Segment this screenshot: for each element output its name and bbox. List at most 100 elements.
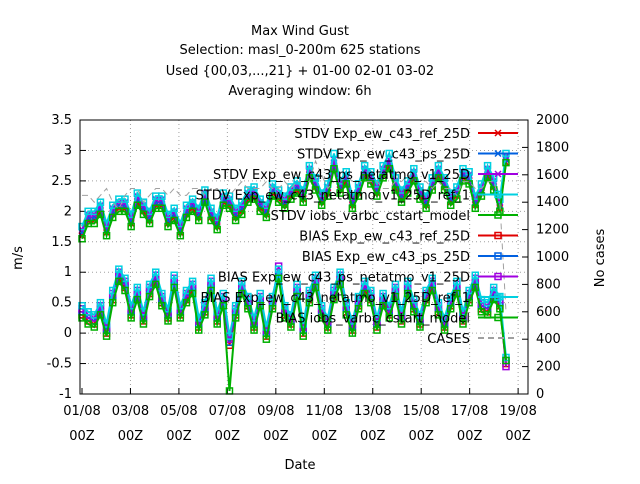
- series-point: [330, 149, 338, 158]
- series-point: [188, 277, 197, 286]
- plot-area: 3.532.521.510.50-0.5-1200018001600140012…: [47, 113, 569, 444]
- legend-label: BIAS Exp_ew_c43_ps_netatmo_v1_25D: [218, 271, 470, 286]
- series-point: [176, 314, 185, 322]
- series-point: [188, 195, 197, 203]
- series-point: [403, 189, 412, 197]
- series-point: [158, 204, 166, 213]
- series-point: [385, 149, 393, 158]
- chart-subtitle-2: Used {00,03,...,21} + 01-00 02-01 03-02: [166, 64, 434, 79]
- series-point: [391, 280, 400, 289]
- legend-marker: [494, 149, 502, 158]
- chart-subtitle-3: Averaging window: 6h: [228, 84, 371, 99]
- series-point: [256, 301, 264, 310]
- series-point: [164, 210, 172, 219]
- series-point: [164, 222, 172, 231]
- series-point: [250, 183, 258, 191]
- y-axis-label: m/s: [11, 246, 26, 270]
- series-point: [145, 292, 154, 301]
- x-tick-label-hour: 00Z: [69, 429, 95, 444]
- series-point: [170, 283, 178, 292]
- series-point: [145, 219, 154, 228]
- y2-tick-label: 1800: [536, 140, 569, 155]
- series-point: [336, 280, 344, 289]
- series-point: [465, 298, 473, 307]
- x-tick-label-date: 19/08: [499, 404, 536, 419]
- legend-marker: [494, 252, 502, 260]
- series-point: [207, 286, 215, 295]
- y-tick-label: 3.5: [51, 113, 72, 128]
- plot-frame: [79, 119, 529, 395]
- legend-marker: [494, 170, 502, 178]
- x-tick-label-hour: 00Z: [457, 429, 483, 444]
- legend-marker: [494, 231, 502, 240]
- series-point: [342, 180, 350, 188]
- series-point: [446, 201, 455, 209]
- series-point: [158, 301, 166, 310]
- series-point: [201, 198, 209, 206]
- series-point: [274, 186, 283, 194]
- series-point: [201, 186, 209, 194]
- series-point: [459, 320, 467, 328]
- series-point: [274, 265, 283, 273]
- series-point: [238, 210, 246, 219]
- series-point: [108, 298, 117, 307]
- series-point: [311, 186, 320, 194]
- series-point: [324, 326, 332, 334]
- y-tick-label: -1: [59, 387, 72, 402]
- series-point: [489, 186, 498, 194]
- series-point: [164, 317, 172, 325]
- y2-axis-label: No cases: [593, 229, 608, 288]
- series-point: [133, 189, 142, 197]
- x-tick-label-hour: 00Z: [263, 429, 289, 444]
- series-point: [403, 277, 412, 286]
- series-point: [213, 225, 221, 234]
- y2-tick-label: 1200: [536, 223, 569, 238]
- series-point: [231, 216, 240, 225]
- series-point: [471, 204, 480, 213]
- y2-tick-label: 400: [536, 332, 561, 347]
- series-point: [317, 314, 326, 322]
- legend-label: STDV Exp_ew_c43_netatmo_v1_25D_ref_1: [196, 189, 470, 204]
- series-point: [133, 283, 142, 292]
- series-point: [299, 198, 307, 206]
- series-point: [305, 298, 314, 307]
- series-point: [330, 295, 338, 304]
- series-point: [496, 305, 504, 313]
- series-point: [256, 207, 264, 216]
- series-line: [81, 278, 507, 392]
- series-point: [170, 204, 178, 213]
- x-tick-label-date: 01/08: [63, 404, 100, 419]
- series-point: [90, 219, 99, 228]
- series-point: [410, 295, 418, 304]
- y-tick-label: 1.5: [51, 235, 72, 250]
- legend-label: STDV Exp_ew_c43_ref_25D: [294, 127, 470, 142]
- x-tick-label-date: 17/08: [451, 404, 488, 419]
- series-point: [96, 298, 105, 307]
- series-point: [102, 332, 111, 340]
- series-point: [453, 289, 461, 298]
- series-point: [385, 314, 393, 322]
- series-point: [195, 326, 203, 334]
- series-point: [115, 277, 123, 286]
- y2-tick-label: 600: [536, 305, 561, 320]
- series-point: [219, 301, 228, 310]
- series-point: [453, 183, 461, 191]
- x-tick-label-hour: 00Z: [312, 429, 338, 444]
- legend-marker: [494, 190, 502, 199]
- x-tick-label-date: 07/08: [209, 404, 246, 419]
- series-line: [82, 159, 507, 312]
- series-point: [360, 289, 369, 298]
- x-tick-label-date: 13/08: [354, 404, 391, 419]
- series-point: [133, 201, 142, 209]
- series-point: [502, 356, 510, 365]
- series-point: [477, 180, 486, 188]
- series-point: [231, 314, 240, 322]
- series-point: [238, 289, 246, 298]
- series-point: [250, 195, 258, 203]
- series-point: [422, 204, 430, 213]
- series-point: [465, 180, 473, 188]
- series-point: [281, 314, 289, 322]
- series-point: [90, 323, 99, 331]
